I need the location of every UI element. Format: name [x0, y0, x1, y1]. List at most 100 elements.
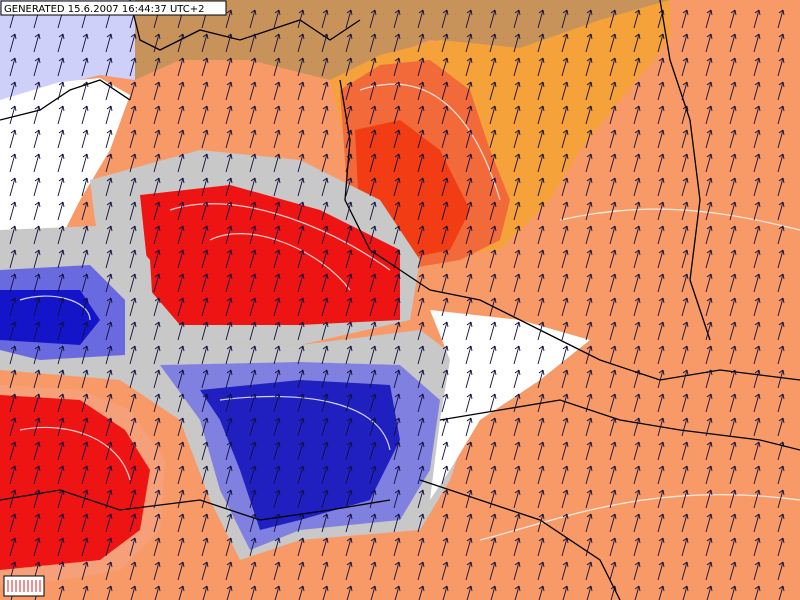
wind-arrow	[537, 297, 545, 317]
wind-arrow	[633, 57, 641, 77]
wind-arrow	[369, 369, 377, 389]
wind-arrow	[633, 513, 641, 533]
wind-arrow	[777, 81, 785, 101]
wind-arrow	[81, 249, 89, 269]
wind-arrow	[537, 369, 545, 389]
wind-arrow	[585, 297, 593, 317]
wind-arrow	[417, 153, 425, 173]
wind-arrow	[657, 129, 665, 149]
wind-arrow	[393, 225, 401, 245]
wind-arrow	[201, 225, 209, 245]
wind-arrow	[777, 417, 785, 437]
wind-arrow	[33, 441, 41, 461]
wind-arrow	[561, 201, 569, 221]
wind-arrow	[322, 585, 329, 600]
wind-arrow	[9, 57, 17, 77]
wind-arrow	[153, 489, 161, 509]
wind-arrow	[753, 465, 761, 485]
wind-arrow	[393, 81, 401, 101]
wind-arrow	[177, 177, 185, 197]
wind-arrow	[81, 153, 89, 173]
wind-arrow	[681, 561, 689, 581]
wind-arrow	[441, 513, 449, 533]
wind-arrow	[153, 297, 161, 317]
wind-arrow	[586, 585, 593, 600]
wind-arrow	[585, 489, 593, 509]
wind-arrow	[417, 489, 425, 509]
wind-arrow	[561, 441, 569, 461]
wind-arrow	[489, 345, 497, 365]
wind-arrow	[609, 105, 617, 125]
wind-arrow	[81, 561, 89, 581]
wind-arrow	[345, 33, 353, 53]
wind-arrow	[777, 393, 785, 413]
wind-arrow	[489, 33, 497, 53]
wind-arrow	[633, 561, 641, 581]
wind-arrow	[201, 417, 209, 437]
wind-arrow	[633, 153, 641, 173]
wind-arrow	[129, 105, 137, 125]
wind-arrow	[489, 297, 497, 317]
wind-arrow	[33, 129, 41, 149]
wind-arrow	[585, 153, 593, 173]
wind-arrow	[753, 321, 761, 341]
wind-arrow	[297, 9, 305, 29]
wind-arrow	[273, 417, 281, 437]
wind-arrow	[273, 33, 281, 53]
wind-arrow	[369, 561, 377, 581]
wind-arrow	[417, 81, 425, 101]
wind-arrow	[153, 513, 161, 533]
wind-arrow	[225, 417, 233, 437]
wind-arrow	[441, 273, 449, 293]
wind-arrow	[321, 321, 329, 341]
wind-arrow	[225, 345, 233, 365]
wind-arrow	[369, 225, 377, 245]
wind-arrow	[57, 393, 65, 413]
wind-arrow	[249, 489, 257, 509]
wind-arrow	[777, 249, 785, 269]
wind-arrow	[9, 489, 17, 509]
wind-arrow	[657, 489, 665, 509]
wind-arrow	[33, 177, 41, 197]
wind-arrow	[321, 393, 329, 413]
wind-arrow	[393, 465, 401, 485]
wind-arrow	[9, 81, 17, 101]
wind-arrow	[633, 225, 641, 245]
wind-arrow	[369, 489, 377, 509]
wind-arrow	[441, 321, 449, 341]
wind-arrow	[33, 321, 41, 341]
wind-arrow	[682, 585, 689, 600]
wind-arrow	[706, 585, 713, 600]
wind-arrow	[81, 273, 89, 293]
wind-arrow	[705, 297, 713, 317]
wind-arrow	[705, 345, 713, 365]
wind-arrow	[273, 9, 281, 29]
wind-arrow	[33, 513, 41, 533]
wind-arrow	[273, 105, 281, 125]
wind-arrow	[585, 81, 593, 101]
wind-arrow	[633, 321, 641, 341]
wind-arrow	[321, 561, 329, 581]
wind-arrow	[105, 57, 113, 77]
wind-arrow	[585, 249, 593, 269]
wind-arrow	[273, 345, 281, 365]
wind-arrow	[225, 81, 233, 101]
wind-arrow	[489, 489, 497, 509]
wind-arrow	[753, 561, 761, 581]
wind-arrow	[513, 465, 521, 485]
wind-arrow	[345, 489, 353, 509]
wind-arrow	[585, 33, 593, 53]
wind-arrow	[9, 153, 17, 173]
wind-arrow	[9, 129, 17, 149]
wind-arrow	[585, 57, 593, 77]
wind-arrow	[249, 105, 257, 125]
wind-arrow	[57, 81, 65, 101]
wind-arrow	[393, 33, 401, 53]
wind-arrow	[657, 225, 665, 245]
wind-arrow	[585, 9, 593, 29]
wind-arrow	[705, 105, 713, 125]
wind-arrow	[177, 441, 185, 461]
wind-arrow	[273, 321, 281, 341]
wind-arrow	[705, 201, 713, 221]
wind-arrow	[345, 249, 353, 269]
